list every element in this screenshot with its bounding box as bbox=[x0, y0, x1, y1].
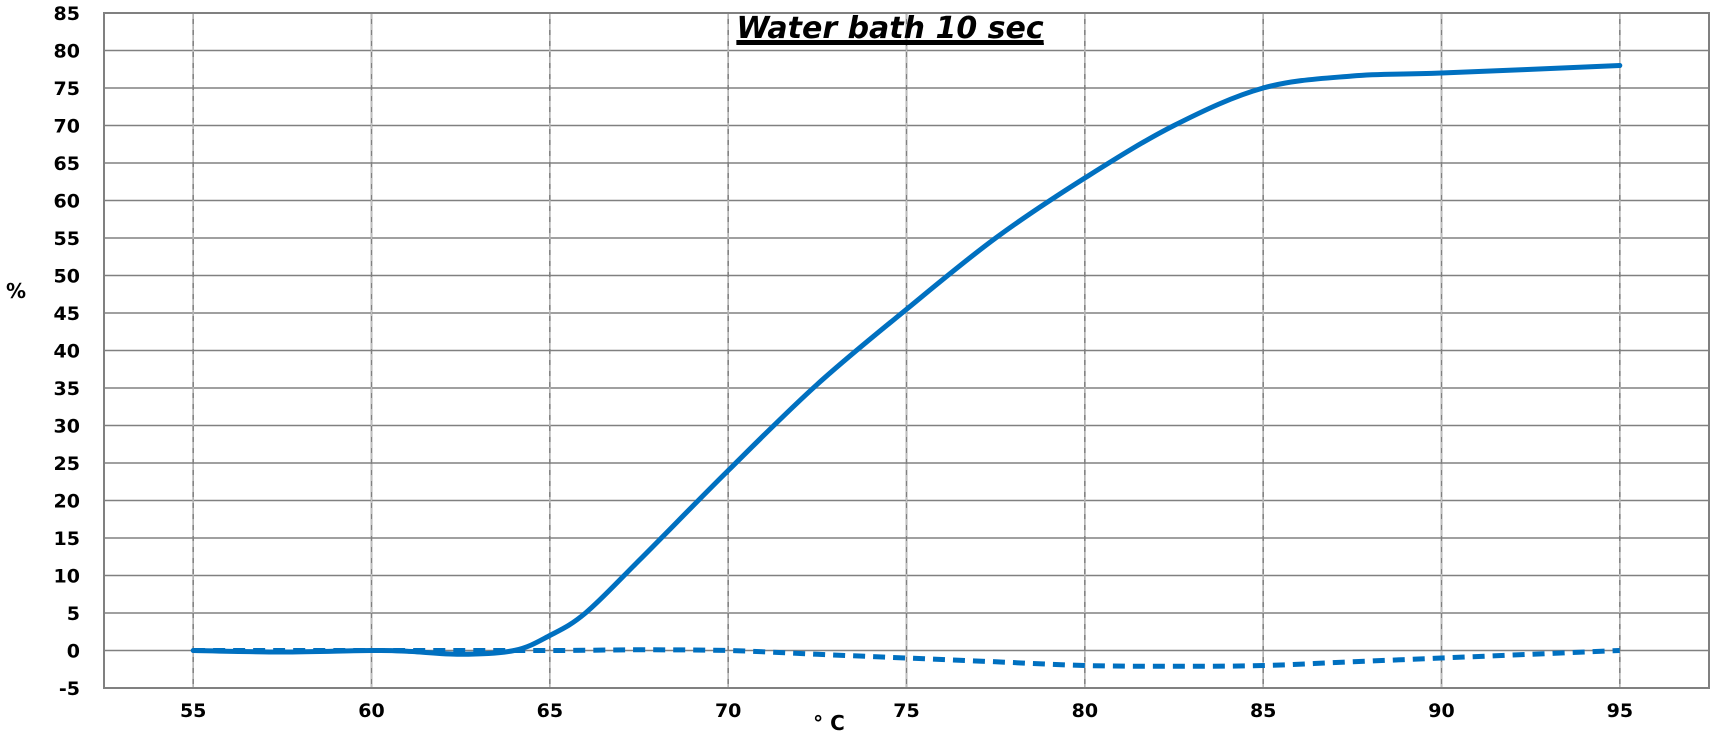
x-tick-label: 80 bbox=[1072, 700, 1098, 722]
y-tick-label: 60 bbox=[54, 191, 80, 213]
x-tick-label: 65 bbox=[537, 700, 563, 722]
x-tick-label: 75 bbox=[893, 700, 919, 722]
y-tick-label: 75 bbox=[54, 78, 80, 100]
y-tick-label: 5 bbox=[67, 603, 80, 625]
x-tick-label: 90 bbox=[1428, 700, 1454, 722]
y-tick-label: 40 bbox=[54, 341, 80, 363]
y-tick-label: 15 bbox=[54, 528, 80, 550]
y-tick-label: 80 bbox=[54, 41, 80, 63]
x-tick-label: 85 bbox=[1250, 700, 1276, 722]
series-layer bbox=[190, 63, 1623, 669]
y-tick-label: 20 bbox=[54, 491, 80, 513]
y-tick-label: 25 bbox=[54, 453, 80, 475]
chart-title: Water bath 10 sec bbox=[736, 11, 1043, 46]
plot-frame bbox=[103, 12, 1710, 689]
y-tick-label: 10 bbox=[54, 566, 80, 588]
x-tick-label: 95 bbox=[1607, 700, 1633, 722]
grid bbox=[104, 12, 1709, 689]
y-tick-label: 30 bbox=[54, 416, 80, 438]
y-tick-label: -5 bbox=[59, 678, 80, 700]
x-axis-label: ° C bbox=[813, 711, 845, 735]
y-tick-label: 35 bbox=[54, 378, 80, 400]
y-tick-label: 0 bbox=[67, 641, 80, 663]
y-tick-label: 65 bbox=[54, 153, 80, 175]
y-tick-label: 45 bbox=[54, 303, 80, 325]
y-axis-label: % bbox=[6, 279, 26, 303]
y-tick-label: 85 bbox=[54, 3, 80, 25]
x-tick-label: 60 bbox=[358, 700, 384, 722]
x-tick-label: 55 bbox=[180, 700, 206, 722]
x-tick-label: 70 bbox=[715, 700, 741, 722]
y-tick-label: 70 bbox=[54, 116, 80, 138]
series-line-dashed bbox=[193, 647, 1620, 669]
y-tick-label: 50 bbox=[54, 266, 80, 288]
y-tick-label: 55 bbox=[54, 228, 80, 250]
